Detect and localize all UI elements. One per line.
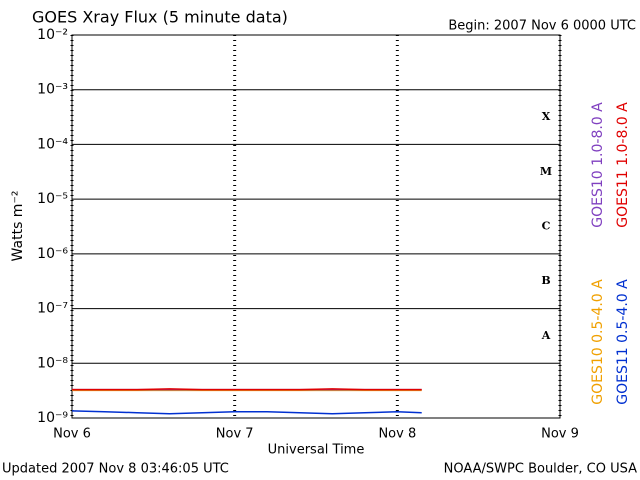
x-tick-label: Nov 9 <box>541 427 579 442</box>
y-axis-label: Watts m⁻² <box>10 191 26 262</box>
footer-left: Updated 2007 Nov 8 03:46:05 UTC <box>2 462 229 477</box>
footer-right: NOAA/SWPC Boulder, CO USA <box>444 462 637 477</box>
y-tick-label: 10⁻⁴ <box>37 136 68 152</box>
flare-class: B <box>541 274 550 287</box>
x-axis-label: Universal Time <box>268 443 365 458</box>
legend-entry: GOES11 0.5-4.0 A <box>615 279 631 405</box>
legend-entry: GOES10 0.5-4.0 A <box>590 279 606 405</box>
chart-subtitle: Begin: 2007 Nov 6 0000 UTC <box>448 19 636 34</box>
y-tick-label: 10⁻⁵ <box>37 191 68 207</box>
flare-class: A <box>541 329 551 342</box>
y-tick-label: 10⁻³ <box>37 82 68 98</box>
flare-class: C <box>542 220 551 233</box>
y-tick-label: 10⁻⁸ <box>37 355 68 371</box>
flare-class: M <box>540 165 552 178</box>
chart-title: GOES Xray Flux (5 minute data) <box>32 8 288 27</box>
x-tick-label: Nov 6 <box>53 427 91 442</box>
y-tick-label: 10⁻⁷ <box>37 301 68 317</box>
y-tick-label: 10⁻² <box>37 27 68 43</box>
legend-entry: GOES11 1.0-8.0 A <box>615 102 631 228</box>
x-tick-label: Nov 7 <box>216 427 254 442</box>
legend-entry: GOES10 1.0-8.0 A <box>590 102 606 228</box>
y-tick-label: 10⁻⁶ <box>37 246 68 262</box>
flare-class: X <box>542 110 551 123</box>
series-line <box>72 388 422 391</box>
y-tick-label: 10⁻⁹ <box>37 410 68 426</box>
x-tick-label: Nov 8 <box>378 427 416 442</box>
series-line <box>71 410 422 415</box>
plot-frame <box>71 34 561 419</box>
